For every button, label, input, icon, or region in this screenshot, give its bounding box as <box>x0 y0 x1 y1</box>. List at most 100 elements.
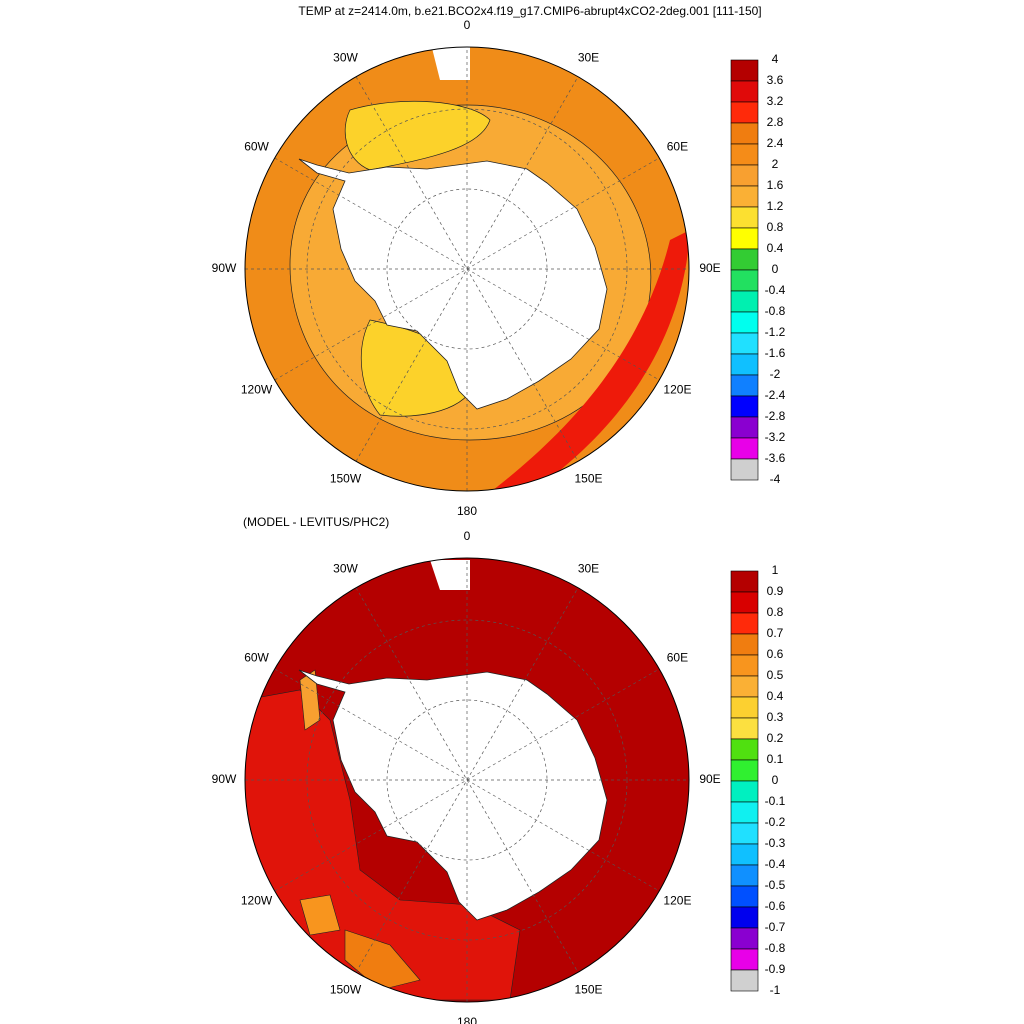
colorbar-label: 0.6 <box>767 647 784 661</box>
colorbar-box <box>730 780 759 803</box>
colorbar-label: 3.2 <box>767 94 784 108</box>
colorbar-label: -1.2 <box>765 325 786 339</box>
colorbar-box <box>730 164 759 187</box>
colorbar-box <box>730 101 759 124</box>
longitude-label: 150W <box>330 472 362 486</box>
longitude-label: 30W <box>333 51 358 65</box>
longitude-label: 0 <box>464 529 471 543</box>
colorbar-label: 2.4 <box>767 136 784 150</box>
colorbar-box <box>730 696 759 719</box>
title: TEMP at z=2414.0m, b.e21.BCO2x4.f19_g17.… <box>298 4 761 18</box>
colorbar-box <box>730 738 759 761</box>
colorbar-label: 2.8 <box>767 115 784 129</box>
colorbar-box <box>730 395 759 418</box>
map-top <box>245 47 689 491</box>
colorbar-box <box>730 612 759 635</box>
longitude-label: 150E <box>574 472 602 486</box>
colorbar-label: 1.6 <box>767 178 784 192</box>
colorbar-label: 0.2 <box>767 731 784 745</box>
colorbar-box <box>730 437 759 460</box>
colorbar-box <box>730 927 759 950</box>
colorbar-box <box>730 206 759 229</box>
colorbar-box <box>730 374 759 397</box>
colorbar-box <box>730 416 759 439</box>
colorbar-label: -2.4 <box>765 388 786 402</box>
colorbar-box <box>730 143 759 166</box>
colorbar-box <box>730 591 759 614</box>
longitude-label: 180 <box>457 504 477 518</box>
colorbar-box <box>730 353 759 376</box>
colorbar-label: -0.4 <box>765 283 786 297</box>
colorbar-label: 0.8 <box>767 605 784 619</box>
longitude-label: 150W <box>330 983 362 997</box>
longitude-label: 0 <box>464 18 471 32</box>
colorbar-box <box>730 269 759 292</box>
colorbar-label: 0.3 <box>767 710 784 724</box>
colorbar-box <box>730 59 759 82</box>
longitude-label: 90E <box>699 772 720 786</box>
colorbar-box <box>730 801 759 824</box>
longitude-label: 90W <box>212 772 237 786</box>
colorbar-box <box>730 185 759 208</box>
colorbar-label: -0.4 <box>765 857 786 871</box>
colorbar-label: 2 <box>772 157 779 171</box>
longitude-label: 60W <box>244 651 269 665</box>
longitude-label: 120E <box>663 383 691 397</box>
longitude-label: 90W <box>212 261 237 275</box>
colorbar-box <box>730 822 759 845</box>
map-bottom <box>245 558 689 1002</box>
colorbar-box <box>730 759 759 782</box>
subtitle: (MODEL - LEVITUS/PHC2) <box>243 515 389 529</box>
colorbar-label: 0.9 <box>767 584 784 598</box>
colorbar-label: -0.8 <box>765 304 786 318</box>
longitude-label: 30W <box>333 562 358 576</box>
colorbar-label: -0.8 <box>765 941 786 955</box>
colorbar-box <box>730 80 759 103</box>
longitude-label: 90E <box>699 261 720 275</box>
longitude-label: 180 <box>457 1015 477 1024</box>
colorbar-box <box>730 654 759 677</box>
colorbar-box <box>730 675 759 698</box>
colorbar-label: -0.3 <box>765 836 786 850</box>
colorbar-label: 1.2 <box>767 199 784 213</box>
colorbar-label: -0.6 <box>765 899 786 913</box>
longitude-label: 60E <box>667 140 688 154</box>
colorbar-label: 0.5 <box>767 668 784 682</box>
colorbar-label: 0.4 <box>767 689 784 703</box>
colorbar-box <box>730 717 759 740</box>
colorbar-box <box>730 290 759 313</box>
longitude-label: 30E <box>578 51 599 65</box>
longitude-label: 60E <box>667 651 688 665</box>
meridian <box>355 587 579 973</box>
colorbar-box <box>730 948 759 971</box>
colorbar-label: -1 <box>770 983 781 997</box>
colorbar-label: -0.5 <box>765 878 786 892</box>
colorbar-box <box>730 122 759 145</box>
colorbar-label: 0.4 <box>767 241 784 255</box>
colorbar-box <box>730 864 759 887</box>
colorbar-label: -3.6 <box>765 451 786 465</box>
colorbar-label: 0 <box>772 262 779 276</box>
colorbar-box <box>730 969 759 992</box>
colorbar-box <box>730 458 759 481</box>
longitude-label: 120E <box>663 894 691 908</box>
colorbar-box <box>730 332 759 355</box>
map-border <box>244 46 690 492</box>
colorbar-box <box>730 906 759 929</box>
colorbar-label: 1 <box>772 563 779 577</box>
colorbar-label: 0.1 <box>767 752 784 766</box>
colorbar-label: -0.1 <box>765 794 786 808</box>
colorbar-label: 0 <box>772 773 779 787</box>
colorbar-label: -0.7 <box>765 920 786 934</box>
colorbar-box <box>730 885 759 908</box>
colorbar-label: -2.8 <box>765 409 786 423</box>
colorbar-label: 3.6 <box>767 73 784 87</box>
colorbar-box <box>730 227 759 250</box>
colorbar-label: 0.7 <box>767 626 784 640</box>
longitude-label: 120W <box>241 894 273 908</box>
colorbar-label: -2 <box>770 367 781 381</box>
colorbar-label: -0.2 <box>765 815 786 829</box>
longitude-label: 30E <box>578 562 599 576</box>
colorbar-label: -3.2 <box>765 430 786 444</box>
